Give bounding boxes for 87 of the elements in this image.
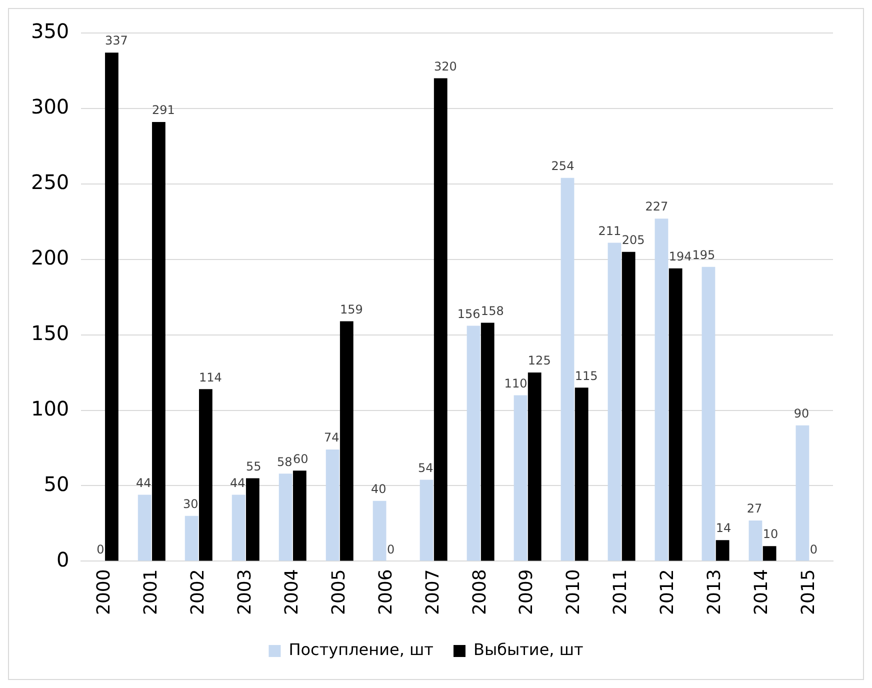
- data-label: 156: [457, 306, 480, 321]
- bar: [105, 52, 118, 561]
- bar: [560, 178, 574, 561]
- bar: [608, 242, 622, 561]
- x-tick-label: 2003: [234, 569, 256, 616]
- x-tick-label: 2008: [469, 569, 490, 616]
- data-label: 125: [528, 354, 551, 368]
- bar: [232, 494, 246, 561]
- data-label: 54: [418, 460, 434, 475]
- data-label: 74: [324, 430, 340, 445]
- data-label: 55: [246, 459, 262, 474]
- bar: [762, 546, 776, 561]
- x-tick-label: 2000: [93, 569, 114, 616]
- data-label: 44: [230, 476, 246, 490]
- y-tick-label: 50: [44, 472, 70, 496]
- data-label: 227: [645, 200, 668, 214]
- data-label: 30: [183, 497, 198, 512]
- bar: [796, 425, 810, 561]
- data-label: 14: [716, 521, 732, 536]
- data-label: 158: [480, 304, 504, 318]
- x-tick-label: 2012: [657, 569, 678, 616]
- y-tick-label: 300: [30, 94, 70, 119]
- data-label: 195: [692, 248, 716, 262]
- y-tick-label: 350: [30, 19, 70, 44]
- bar: [622, 252, 636, 561]
- x-tick-label: 2001: [140, 569, 162, 616]
- x-tick-label: 2009: [516, 569, 538, 616]
- bar: [574, 388, 588, 561]
- data-label: 159: [340, 302, 363, 316]
- data-label: 114: [199, 370, 222, 384]
- x-tick-label: 2010: [563, 569, 584, 616]
- x-tick-label: 2005: [328, 569, 350, 616]
- bar: [138, 494, 152, 561]
- bar: [372, 500, 386, 561]
- data-label: 0: [810, 542, 818, 556]
- bar: [340, 321, 354, 561]
- x-tick-label: 2014: [751, 569, 772, 616]
- y-tick-label: 100: [30, 396, 70, 420]
- bar: [434, 78, 448, 561]
- bar: [199, 389, 212, 561]
- bar: [654, 218, 668, 561]
- x-tick-label: 2002: [187, 569, 208, 616]
- bar: [668, 268, 682, 561]
- bar: [152, 122, 166, 561]
- data-label: 44: [136, 476, 152, 490]
- legend-label: Поступление, шт: [288, 640, 434, 660]
- bar: [748, 520, 762, 561]
- data-label: 58: [276, 454, 292, 469]
- y-tick-label: 150: [30, 321, 70, 346]
- bar: [184, 516, 198, 561]
- bar: [514, 395, 528, 561]
- data-label: 115: [574, 368, 598, 383]
- data-label: 194: [668, 250, 692, 264]
- data-label: 10: [762, 527, 778, 542]
- bar: [278, 474, 292, 561]
- bar: [716, 540, 730, 561]
- bar: [528, 372, 542, 561]
- data-label: 291: [152, 103, 175, 118]
- data-label: 337: [105, 34, 128, 48]
- data-label: 0: [386, 542, 395, 556]
- data-label: 205: [622, 232, 645, 247]
- data-label: 211: [598, 224, 622, 238]
- bar: [466, 326, 480, 561]
- data-label: 27: [746, 502, 762, 516]
- data-label: 0: [96, 542, 104, 556]
- x-tick-label: 2011: [610, 569, 632, 616]
- bar: [420, 480, 434, 561]
- data-label: 40: [370, 482, 386, 496]
- x-tick-label: 2015: [798, 569, 820, 616]
- y-tick-label: 250: [30, 170, 70, 194]
- x-tick-label: 2006: [375, 569, 396, 616]
- bar: [702, 266, 716, 561]
- y-tick-label: 0: [56, 547, 70, 572]
- data-label: 110: [504, 376, 528, 390]
- data-label: 254: [551, 159, 574, 173]
- bar: [326, 450, 340, 561]
- data-label: 60: [292, 452, 308, 466]
- x-tick-label: 2013: [704, 569, 726, 616]
- y-tick-label: 200: [30, 246, 70, 270]
- bar: [480, 322, 494, 561]
- data-label: 90: [794, 406, 810, 420]
- x-tick-label: 2007: [422, 569, 444, 616]
- x-tick-label: 2004: [281, 569, 302, 616]
- bar: [246, 478, 260, 561]
- bar: [292, 470, 306, 561]
- legend-label: Выбытие, шт: [473, 640, 584, 660]
- data-label: 320: [434, 59, 457, 74]
